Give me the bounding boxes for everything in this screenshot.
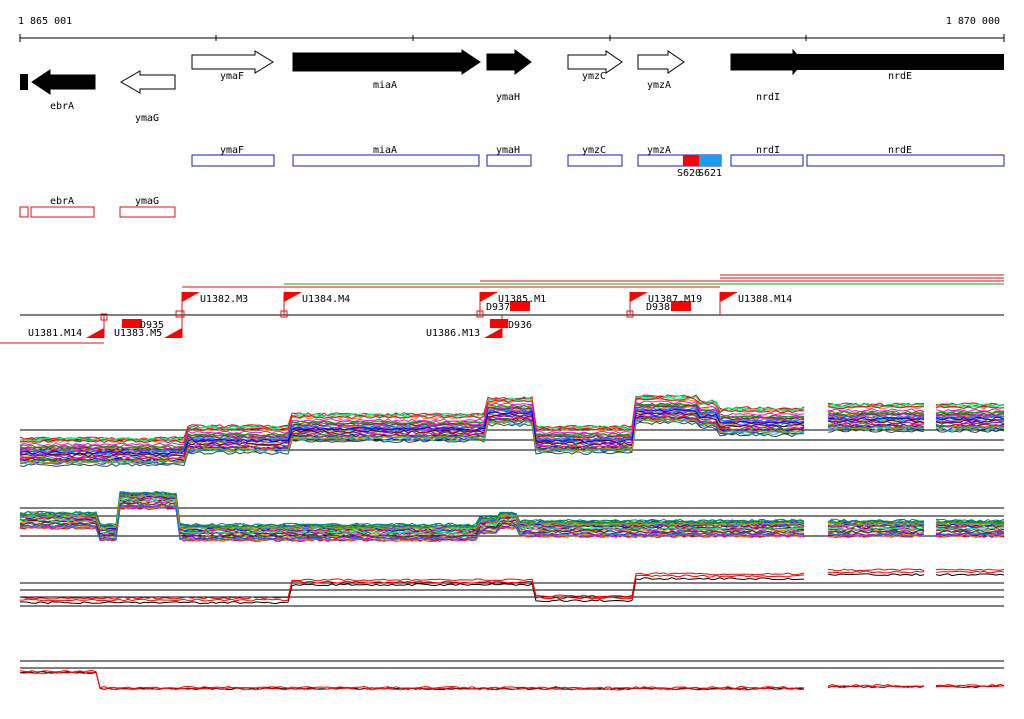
rna-label-ebrA: ebrA [50, 196, 74, 207]
deletion-marker[interactable] [671, 301, 691, 311]
cds-label: nrdI [756, 145, 780, 156]
segments-track: U1382.M3 U1384.M4 U1385.M1 U1387.M19 U13… [0, 274, 1004, 344]
expression-track-3 [19, 568, 1005, 607]
gene-label-ymaG: ymaG [135, 113, 159, 124]
gene-label-ymaF: ymaF [220, 71, 244, 82]
cds-label: ymaF [220, 145, 244, 156]
gene-arrow-ymzA[interactable] [637, 50, 685, 74]
gene-arrow-nrdE[interactable] [797, 54, 1004, 70]
ruler-end-coordinate: 1 870 000 [946, 16, 1000, 27]
gene-label-ymzC: ymzC [582, 71, 606, 82]
gene-arrow-ymaF[interactable] [191, 50, 274, 74]
rna-label-ymaG: ymaG [135, 196, 159, 207]
cds-label: ymzC [582, 145, 606, 156]
expression-profile-line [19, 669, 1005, 689]
gene-labels: ebrA ymaG ymaF miaA ymaH ymzC ymzA nrdI … [50, 71, 912, 124]
gene-arrow-ymzC[interactable] [567, 50, 623, 74]
expression-profile-line [19, 400, 1005, 447]
rna-box-ymaG[interactable] [119, 206, 176, 218]
gene-arrow-ymaH[interactable] [486, 49, 532, 75]
cds-box-ymzC[interactable] [567, 154, 623, 167]
expression-profile-line [19, 397, 1005, 444]
site-label-s620: S620 [677, 168, 701, 179]
expression-profile-line [19, 490, 1005, 527]
cds-label: ymaH [496, 145, 520, 156]
segment-flag[interactable] [86, 328, 104, 338]
rna-track [19, 206, 176, 218]
expression-profile-line [20, 395, 1005, 442]
expression-profile-line [19, 408, 1005, 455]
expression-profile-line [19, 417, 1005, 464]
expression-track-1 [19, 394, 1005, 468]
segment-flag[interactable] [164, 328, 182, 338]
deletion-label: D937 [486, 302, 510, 313]
site-marker-red[interactable] [683, 155, 699, 166]
cds-box-ymaH[interactable] [486, 154, 532, 167]
rna-box-fragment[interactable] [19, 206, 29, 218]
ruler-start-coordinate: 1 865 001 [18, 16, 72, 27]
segment-label: U1385.M1 [498, 294, 546, 305]
gene-arrow-ebrA[interactable] [31, 69, 96, 95]
gene-arrow-nrdI[interactable] [730, 48, 804, 76]
cds-label: nrdE [888, 145, 912, 156]
segment-label: U1386.M13 [426, 328, 480, 339]
expression-profile-line [19, 570, 1005, 602]
segment-label: U1381.M14 [28, 328, 82, 339]
segment-label: U1387.M19 [648, 294, 702, 305]
gene-label-nrdI: nrdI [756, 92, 780, 103]
gene-arrow-ymaG[interactable] [120, 70, 176, 94]
gene-fragment[interactable] [20, 74, 28, 90]
site-marker-blue[interactable] [699, 155, 721, 166]
segment-flag[interactable] [182, 292, 200, 302]
segment-label: U1388.M14 [738, 294, 792, 305]
segment-flag[interactable] [720, 292, 738, 302]
expression-profile-line [19, 406, 1005, 453]
segment-flag[interactable] [630, 292, 648, 302]
expression-profile-line [19, 494, 1005, 531]
deletion-label: D935 [140, 320, 164, 331]
expression-profile-line [19, 573, 1005, 605]
expression-profile-line [19, 568, 1005, 600]
cds-box-ymaF[interactable] [191, 154, 275, 167]
deletion-marker[interactable] [122, 319, 142, 328]
gene-label-ymaH: ymaH [496, 92, 520, 103]
gene-label-nrdE: nrdE [888, 71, 912, 82]
rna-box-ebrA[interactable] [30, 206, 95, 218]
cds-box-nrdE[interactable] [806, 154, 1005, 167]
deletion-label: D938 [646, 302, 670, 313]
segment-flag[interactable] [480, 292, 498, 302]
expression-profile-line [19, 404, 1005, 451]
segment-flag[interactable] [284, 292, 302, 302]
deletion-label: D936 [508, 320, 532, 331]
gene-track [20, 48, 1004, 95]
segment-label: U1384.M4 [302, 294, 350, 305]
expression-profile-line [19, 421, 1005, 468]
deletion-marker[interactable] [510, 301, 530, 311]
cds-box-miaA[interactable] [292, 154, 480, 167]
gene-arrow-miaA[interactable] [292, 49, 481, 75]
expression-track-4 [19, 660, 1005, 691]
segment-label: U1383.M5 [114, 328, 162, 339]
gene-label-ymzA: ymzA [647, 80, 671, 91]
cds-label: miaA [373, 145, 397, 156]
expression-track-2 [19, 490, 1005, 543]
gene-label-miaA: miaA [373, 80, 397, 91]
deletion-marker[interactable] [490, 319, 508, 328]
cds-labels: ymaF miaA ymaH ymzC ymzA nrdI nrdE S620 … [220, 145, 912, 179]
coordinate-ruler [19, 34, 1005, 42]
expression-profile-line [19, 498, 1005, 535]
gene-label-ebrA: ebrA [50, 101, 74, 112]
segment-flag[interactable] [484, 328, 502, 338]
expression-profile-line [19, 505, 1005, 541]
expression-profile-line [19, 501, 1005, 538]
site-label-s621: S621 [698, 168, 722, 179]
cds-box-nrdI[interactable] [730, 154, 804, 167]
segment-label: U1382.M3 [200, 294, 248, 305]
cds-track [191, 154, 1005, 167]
cds-label: ymzA [647, 145, 671, 156]
